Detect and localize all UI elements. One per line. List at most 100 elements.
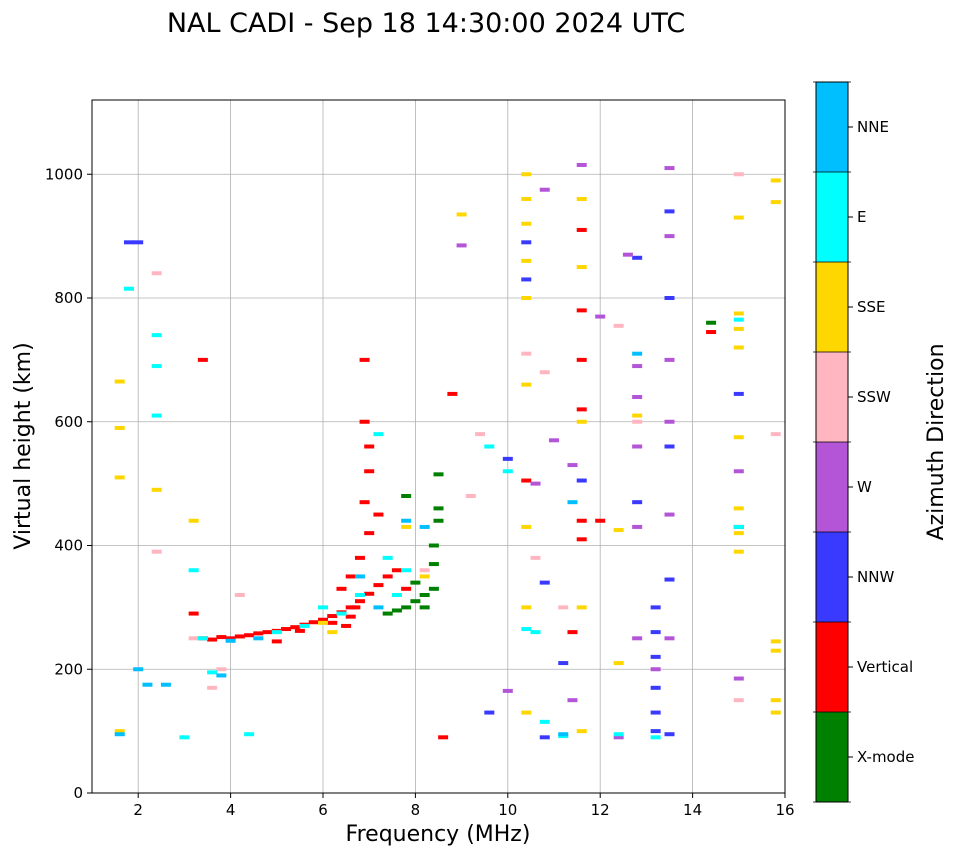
y-tick-label: 200 bbox=[54, 660, 83, 678]
data-point bbox=[733, 215, 744, 220]
data-point bbox=[650, 654, 661, 659]
data-point bbox=[558, 661, 569, 666]
colorbar-tick-label: X-mode bbox=[857, 748, 914, 766]
data-point bbox=[576, 197, 587, 201]
data-point bbox=[539, 370, 550, 375]
data-point bbox=[359, 500, 370, 505]
data-point bbox=[123, 286, 134, 291]
data-point bbox=[456, 212, 467, 217]
x-axis: 2 4 6 8 10 12 14 16 bbox=[133, 793, 795, 819]
data-point bbox=[410, 580, 421, 585]
data-point bbox=[521, 524, 532, 529]
data-point bbox=[622, 252, 633, 257]
data-point bbox=[419, 568, 430, 573]
data-point bbox=[382, 611, 393, 616]
data-point bbox=[142, 682, 153, 687]
data-point bbox=[419, 524, 430, 529]
x-axis-label: Frequency (MHz) bbox=[346, 822, 531, 847]
data-point bbox=[354, 555, 365, 560]
data-marks bbox=[114, 162, 781, 740]
data-point bbox=[521, 351, 532, 356]
data-point bbox=[576, 518, 587, 523]
data-point bbox=[114, 475, 125, 480]
data-point bbox=[576, 537, 587, 542]
data-point bbox=[664, 296, 675, 300]
data-point bbox=[664, 444, 675, 449]
data-point bbox=[632, 444, 643, 449]
data-point bbox=[770, 698, 781, 703]
data-point bbox=[632, 636, 643, 641]
data-point bbox=[465, 494, 476, 498]
colorbar-segment bbox=[816, 172, 848, 262]
data-point bbox=[207, 637, 218, 642]
data-point bbox=[650, 735, 661, 740]
data-point bbox=[576, 308, 587, 313]
data-point bbox=[253, 631, 264, 636]
data-point bbox=[216, 667, 227, 672]
colorbar-segment bbox=[816, 352, 848, 442]
data-point bbox=[151, 271, 162, 276]
y-tick-label: 1000 bbox=[45, 165, 83, 183]
data-point bbox=[428, 543, 439, 548]
data-point bbox=[373, 432, 384, 437]
data-point bbox=[650, 605, 661, 610]
data-point bbox=[382, 574, 393, 579]
series-nne bbox=[114, 351, 643, 737]
data-point bbox=[632, 364, 643, 369]
colorbar-segment bbox=[816, 82, 848, 172]
data-point bbox=[650, 667, 661, 672]
data-point bbox=[354, 599, 365, 604]
data-point bbox=[576, 729, 587, 734]
grid-lines bbox=[92, 100, 786, 794]
data-point bbox=[336, 611, 347, 616]
data-point bbox=[576, 357, 587, 362]
colorbar-segment bbox=[816, 622, 848, 712]
data-point bbox=[244, 633, 255, 638]
data-point bbox=[733, 506, 744, 511]
data-point bbox=[336, 586, 347, 591]
data-point bbox=[613, 323, 624, 328]
data-point bbox=[733, 524, 744, 529]
data-point bbox=[253, 636, 264, 641]
data-point bbox=[419, 605, 430, 610]
data-point bbox=[521, 710, 532, 715]
colorbar-tick-label: Vertical bbox=[857, 658, 913, 676]
data-point bbox=[558, 605, 569, 610]
x-tick-label: 14 bbox=[683, 801, 702, 819]
data-point bbox=[733, 531, 744, 536]
series-vertical bbox=[188, 227, 744, 740]
data-point bbox=[770, 178, 781, 183]
colorbar-segment bbox=[816, 262, 848, 352]
data-point bbox=[188, 611, 199, 616]
data-point bbox=[530, 555, 541, 560]
data-point bbox=[521, 197, 532, 201]
colorbar-segment bbox=[816, 712, 848, 802]
x-tick-label: 8 bbox=[411, 801, 421, 819]
series-ssw bbox=[151, 172, 781, 703]
colorbar-tick-label: SSE bbox=[857, 298, 886, 316]
data-point bbox=[433, 518, 444, 523]
data-point bbox=[521, 382, 532, 387]
data-point bbox=[428, 586, 439, 591]
data-point bbox=[733, 172, 744, 177]
data-point bbox=[664, 636, 675, 641]
data-point bbox=[664, 732, 675, 737]
data-point bbox=[327, 614, 338, 619]
colorbar-segment bbox=[816, 532, 848, 622]
data-point bbox=[521, 627, 532, 632]
data-point bbox=[576, 227, 587, 232]
data-point bbox=[197, 636, 208, 641]
data-point bbox=[216, 673, 227, 678]
data-point bbox=[770, 648, 781, 653]
data-point bbox=[632, 500, 643, 505]
data-point bbox=[433, 472, 444, 477]
data-point bbox=[733, 469, 744, 474]
data-point bbox=[733, 391, 744, 396]
data-point bbox=[733, 549, 744, 554]
data-point bbox=[401, 586, 412, 591]
data-point bbox=[664, 234, 675, 239]
data-point bbox=[595, 314, 606, 319]
data-point bbox=[733, 345, 744, 350]
data-point bbox=[294, 628, 305, 633]
x-tick-label: 2 bbox=[133, 801, 143, 819]
